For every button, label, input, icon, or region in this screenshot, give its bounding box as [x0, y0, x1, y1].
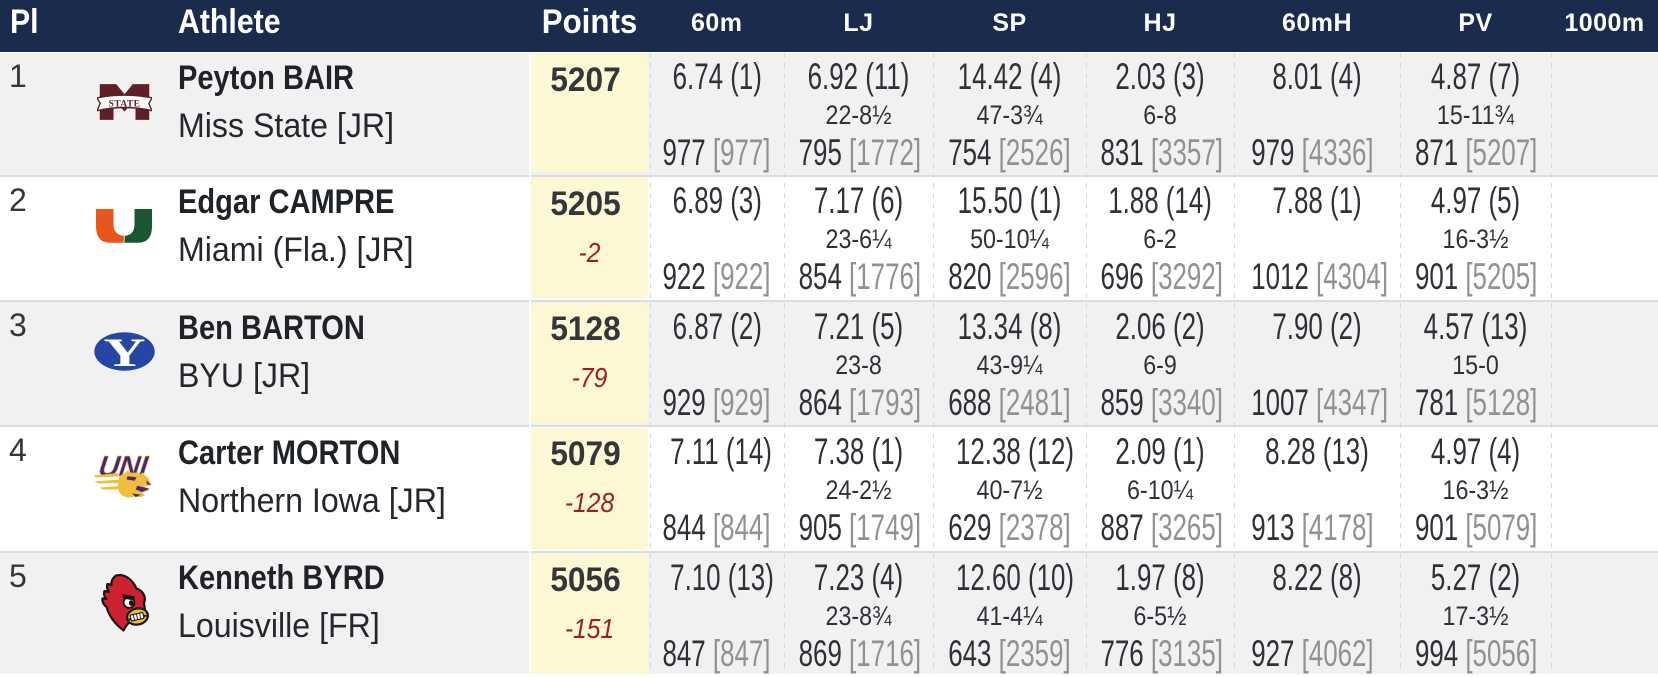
svg-text:STATE: STATE	[108, 99, 140, 110]
